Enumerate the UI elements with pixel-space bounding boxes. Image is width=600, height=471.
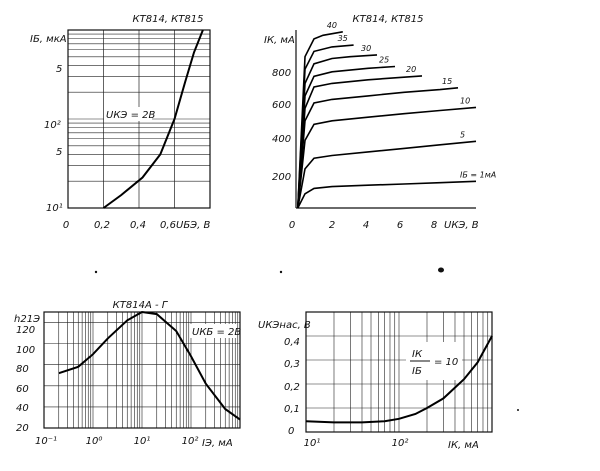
chart3-series (58, 310, 241, 421)
chart1-x-tick: 0 (63, 220, 69, 231)
chart2-y-tick: 400 (272, 134, 291, 145)
chart2-y-tick: 200 (272, 172, 291, 183)
chart3-curve (58, 310, 241, 421)
chart4-series (305, 335, 493, 424)
chart2-curve-label: 25 (379, 56, 389, 65)
chart2-x-ticks: 0 2 4 6 8 (289, 220, 437, 231)
chart1-frame (67, 29, 211, 209)
chart3-y-tick: 40 (16, 403, 29, 414)
chart1-y-tick: 5 (56, 64, 62, 75)
chart2-ylabel: IК, мА (264, 35, 295, 46)
chart2-curve-label: 35 (338, 34, 348, 43)
chart2-curve-label: 20 (406, 65, 416, 74)
chart3-y-tick: 20 (16, 423, 29, 434)
chart-ucesat-ic: UКЭнас, В IК, мА 10¹ 10² 0 0,1 0,2 0,3 0… (258, 311, 493, 451)
chart1-y-tick: 10¹ (46, 203, 63, 214)
chart2-x-tick: 0 (289, 220, 295, 231)
scan-speck (517, 409, 519, 411)
chart1-series (102, 29, 204, 209)
chart1-y-tick: 10² (44, 120, 61, 131)
chart2-x-tick: 8 (431, 220, 437, 231)
chart2-y-tick: 800 (272, 68, 291, 79)
chart1-x-tick: 0,2 (94, 220, 110, 231)
chart3-annotation: UКБ = 2В (192, 327, 241, 338)
scan-speck (279, 270, 283, 274)
chart1-xlabel: UБЭ, В (176, 220, 211, 231)
scan-speck (94, 270, 98, 274)
chart3-y-tick: 60 (16, 384, 29, 395)
chart2-x-tick: 6 (397, 220, 403, 231)
chart4-x-ticks: 10¹ 10² (304, 438, 409, 449)
chart2-curve (297, 140, 477, 209)
chart3-x-tick: 10⁰ (86, 436, 103, 447)
chart4-y-tick: 0,2 (284, 382, 300, 393)
chart3-annotation-bg (190, 324, 236, 338)
chart3-ylabel: h21Э (14, 314, 40, 325)
chart2-xlabel: UКЭ, В (444, 220, 479, 231)
chart2-y-tick: 600 (272, 100, 291, 111)
chart4-annotation-denominator: IБ (412, 366, 422, 377)
chart2-curve (297, 106, 477, 209)
chart3-xlabel: IЭ, мА (202, 438, 233, 449)
chart1-ylabel: IБ, мкА (30, 34, 67, 45)
chart2-curve (297, 44, 354, 209)
chart1-y-tick: 5 (56, 147, 62, 158)
chart1-y-ticks: 10¹ 5 10² 5 (44, 64, 63, 214)
chart4-x-tick: 10¹ (304, 438, 321, 449)
chart2-curve-label: IБ = 1мА (460, 170, 496, 179)
chart4-annotation-numerator: IК (412, 349, 423, 360)
chart1-grid (68, 30, 210, 209)
chart1-title: КТ814, КТ815 (133, 14, 204, 25)
chart2-curve (297, 31, 343, 209)
chart4-y-ticks: 0 0,1 0,2 0,3 0,4 (284, 337, 300, 437)
chart4-y-tick: 0 (288, 426, 294, 437)
chart4-xlabel: IК, мА (448, 440, 479, 451)
chart2-curve-label: 5 (460, 130, 465, 139)
chart2-curve (297, 180, 477, 209)
chart3-y-tick: 120 (16, 325, 35, 336)
chart4-y-tick: 0,3 (284, 359, 300, 370)
chart-ic-uce: КТ814, КТ815 IК, мА UКЭ, В 0 2 4 6 8 200… (264, 14, 496, 231)
scan-speck (438, 267, 444, 273)
chart3-y-ticks: 20 40 60 80 100 120 (16, 325, 35, 434)
chart3-x-tick: 10² (182, 436, 199, 447)
chart4-x-tick: 10² (392, 438, 409, 449)
chart4-curve (305, 335, 493, 424)
chart3-y-tick: 100 (16, 345, 35, 356)
chart3-x-ticks: 10⁻¹ 10⁰ 10¹ 10² (35, 436, 198, 447)
chart2-curve (297, 87, 459, 209)
chart2-curve-label: 30 (361, 44, 371, 53)
chart1-annotation: UКЭ = 2В (106, 110, 156, 121)
chart4-annotation-value: = 10 (434, 357, 458, 368)
chart2-x-tick: 4 (363, 220, 369, 231)
chart4-y-tick: 0,1 (284, 404, 300, 415)
chart4-grid (306, 312, 492, 432)
chart1-x-tick: 0,6 (160, 220, 176, 231)
chart3-x-tick: 10¹ (134, 436, 151, 447)
chart2-title: КТ814, КТ815 (353, 14, 424, 25)
chart2-curve-label: 15 (442, 77, 452, 86)
chart1-x-ticks: 0 0,2 0,4 0,6 (63, 220, 176, 231)
chart1-x-tick: 0,4 (130, 220, 146, 231)
chart3-y-tick: 80 (16, 364, 29, 375)
chart3-x-tick: 10⁻¹ (35, 436, 57, 447)
chart2-curve-label: 40 (327, 21, 337, 30)
chart2-y-ticks: 200 400 600 800 (272, 68, 291, 183)
chart4-y-tick: 0,4 (284, 337, 300, 348)
chart3-title: КТ814А - Г (113, 300, 169, 311)
chart2-x-tick: 2 (329, 220, 335, 231)
chart4-frame (305, 311, 493, 433)
chart1-curve (102, 29, 204, 209)
chart-h21e-ie: КТ814А - Г h21Э IЭ, мА 10⁻¹ 10⁰ 10¹ 10² … (14, 300, 241, 449)
chart1-annotation-bg (104, 107, 152, 121)
chart4-ylabel: UКЭнас, В (258, 320, 311, 331)
chart-ib-ube: КТ814, КТ815 IБ, мкА UБЭ, В 0 0,2 0,4 0,… (30, 14, 211, 231)
chart2-curve-label: 10 (460, 96, 470, 105)
